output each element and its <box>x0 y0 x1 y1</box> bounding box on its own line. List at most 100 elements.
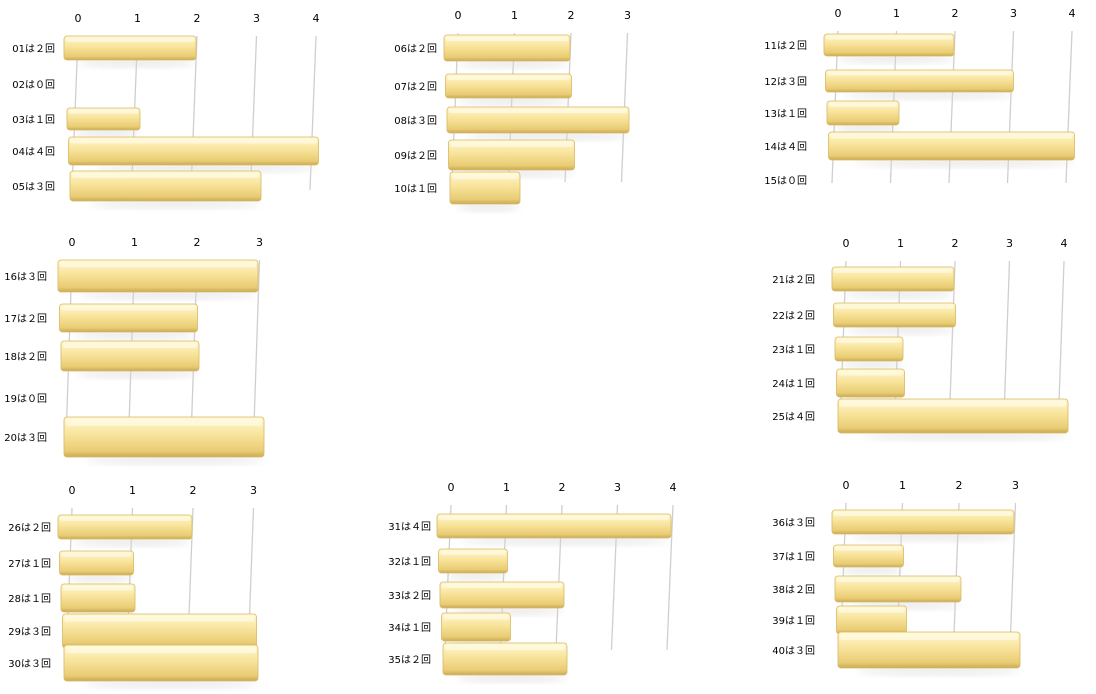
category-label: 19は０回 <box>4 393 47 405</box>
tick-label: 1 <box>893 7 900 20</box>
bar-highlight <box>63 585 133 591</box>
bar <box>60 583 136 613</box>
tick-label: 3 <box>1010 7 1017 20</box>
tick-label: 2 <box>952 237 959 250</box>
bar-highlight <box>442 583 562 589</box>
bar <box>448 139 575 171</box>
bar-highlight <box>835 304 954 309</box>
tick-label: 2 <box>559 481 566 494</box>
category-label: 18は２回 <box>4 351 47 363</box>
tick-label: 2 <box>194 236 201 249</box>
tick-label: 0 <box>75 12 82 25</box>
tick-label: 1 <box>503 481 510 494</box>
tick-label: 4 <box>670 481 677 494</box>
category-label: 34は１回 <box>388 622 431 634</box>
tick-label: 4 <box>1061 237 1068 250</box>
category-label: 37は１回 <box>772 551 815 563</box>
category-label: 27は１回 <box>8 558 51 570</box>
bar-highlight <box>60 261 256 268</box>
bar-chart-2: 0 1 2 3 06は２回 07は２回 08は３回 09は２回 10は１回 <box>394 9 631 211</box>
category-label: 09は２回 <box>394 150 437 162</box>
bar-chart-1: 0 1 2 3 4 01は２回 02は０回 03は１回 04は４回 05は３回 <box>12 12 320 208</box>
bar-shadow <box>445 572 508 580</box>
category-label: 16は３回 <box>4 271 47 283</box>
bar-chart-5: 0 1 2 3 4 21は２回 22は２回 23は１回 24は１回 25は４回 <box>772 237 1069 440</box>
bar-highlight <box>69 109 138 114</box>
bar-shadow <box>89 200 261 208</box>
category-label: 32は１回 <box>388 556 431 568</box>
bar-highlight <box>63 342 197 348</box>
category-label: 11は２回 <box>764 40 807 52</box>
tick-label: 3 <box>624 9 631 22</box>
bar-shadow <box>840 566 904 574</box>
bar-shadow <box>844 91 1014 99</box>
bar-shadow <box>837 55 954 63</box>
category-label: 06は２回 <box>394 43 437 55</box>
bar-shadow <box>74 370 199 378</box>
bar <box>441 612 511 642</box>
category-label: 07は２回 <box>394 81 437 93</box>
tick-label: 1 <box>129 484 136 497</box>
category-label: 17は２回 <box>4 313 47 325</box>
bar <box>59 303 198 333</box>
bar-shadow <box>465 132 629 140</box>
bar <box>834 336 904 362</box>
bar-shadow <box>73 331 198 339</box>
bar-highlight <box>60 516 190 521</box>
bar <box>57 514 193 540</box>
bar <box>59 550 134 576</box>
tick-label: 0 <box>843 479 850 492</box>
bar <box>826 100 900 126</box>
bar <box>60 340 200 372</box>
tick-label: 1 <box>897 237 904 250</box>
bar-shadow <box>78 291 258 299</box>
bar <box>837 631 1021 669</box>
category-label: 04は４回 <box>12 146 55 158</box>
bar-shadow <box>460 537 671 545</box>
bar <box>443 34 571 62</box>
bar <box>836 368 905 398</box>
bar-shadow <box>834 124 899 132</box>
tick-label: 0 <box>448 481 455 494</box>
category-label: 30は３回 <box>8 658 51 670</box>
bar-highlight <box>66 646 256 653</box>
bar-shadow <box>77 59 196 67</box>
tick-label: 0 <box>69 236 76 249</box>
tick-label: 2 <box>194 12 201 25</box>
bar-highlight <box>439 515 669 520</box>
gridline <box>252 259 261 441</box>
bar-highlight <box>837 577 959 583</box>
bar-highlight <box>446 36 568 42</box>
tick-label: 3 <box>1012 479 1019 492</box>
category-label: 10は１回 <box>394 183 437 195</box>
bar-shadow <box>74 129 140 137</box>
bar-highlight <box>70 138 317 144</box>
bar-shadow <box>856 667 1020 675</box>
bar-highlight <box>61 305 196 311</box>
bar <box>438 548 508 574</box>
bar-shadow <box>66 574 134 582</box>
bar <box>68 136 319 166</box>
tick-label: 1 <box>899 479 906 492</box>
bar-shadow <box>84 456 264 464</box>
bar <box>834 575 962 603</box>
bar <box>63 644 259 682</box>
bar-highlight <box>838 607 905 613</box>
bar <box>442 642 568 676</box>
tick-label: 3 <box>253 12 260 25</box>
category-label: 36は３回 <box>772 517 815 529</box>
category-label: 33は２回 <box>388 590 431 602</box>
gridline <box>666 504 674 651</box>
bar-shadow <box>83 680 258 688</box>
bar <box>825 69 1014 93</box>
tick-label: 1 <box>131 236 138 249</box>
category-label: 28は１回 <box>8 593 51 605</box>
bar-highlight <box>445 644 565 651</box>
category-label: 01は２回 <box>12 43 55 55</box>
category-label: 23は１回 <box>772 344 815 356</box>
tick-label: 3 <box>256 236 263 249</box>
bar <box>833 302 956 328</box>
tick-label: 2 <box>952 7 959 20</box>
tick-label: 4 <box>313 12 320 25</box>
